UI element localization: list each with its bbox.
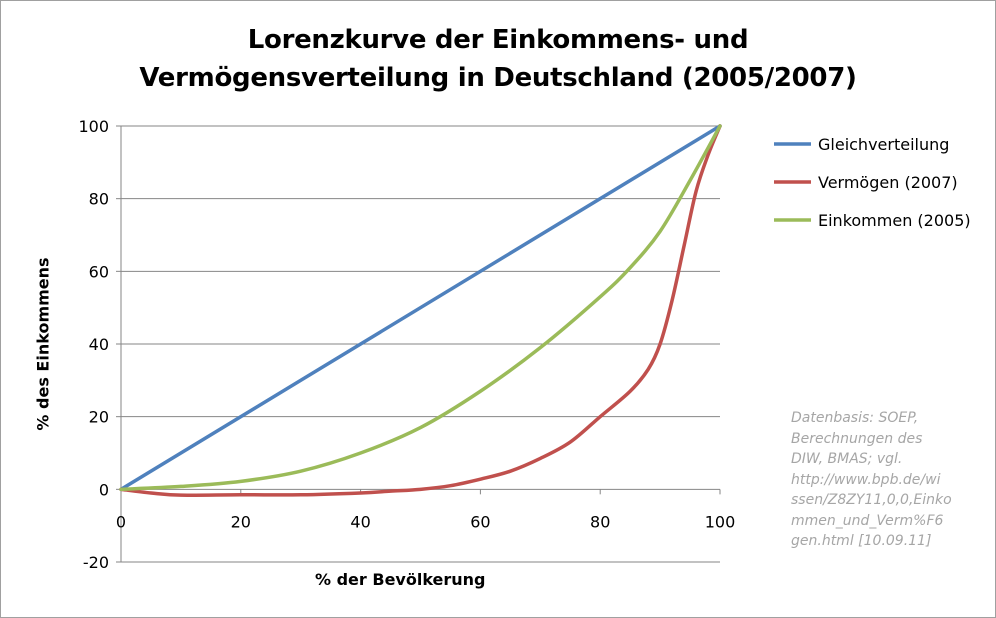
source-note: Datenbasis: SOEP, Berechnungen des DIW, … [791,408,966,552]
x-tick-label: 40 [350,512,370,531]
legend-label: Einkommen (2005) [818,211,971,230]
source-note-line: mmen_und_Verm%F6 [791,512,944,529]
y-tick-label: 20 [89,408,109,427]
y-axis-title: % des Einkommens [33,257,53,431]
y-tick-label: -20 [83,553,109,572]
series-layer [119,124,722,497]
x-tick-label: 100 [705,512,736,531]
x-axis-title: % der Bevölkerung [315,570,486,589]
y-tick-label: 100 [78,117,109,136]
x-tick-label: 0 [116,512,126,531]
series-line-1 [119,124,722,492]
legend-label: Gleichverteilung [818,135,949,154]
legend: Gleichverteilung Vermögen (2007) Einkommen… [774,135,971,230]
source-note-line: gen.html [10.09.11] [791,533,932,549]
series-line-2 [119,124,722,497]
source-note-line: http://www.bpb.de/wi [791,471,941,488]
legend-label: Vermögen (2007) [818,173,958,192]
chart-title-line-1: Lorenzkurve der Einkommens- und [247,25,749,55]
grid-layer [121,125,720,563]
y-tick-label: 60 [89,262,109,281]
x-tick-label: 20 [231,512,251,531]
source-note-line: DIW, BMAS; vgl. [791,451,903,467]
source-note-line: Berechnungen des [791,430,923,447]
source-note-line: ssen/Z8ZY11,0,0,Einko [791,492,952,508]
x-tick-label: 60 [470,512,490,531]
chart-title-line-2: Vermögensverteilung in Deutschland (2005… [139,63,857,93]
series-line-3 [119,124,722,492]
y-tick-label: 80 [89,190,109,209]
y-tick-label: 40 [89,335,109,354]
y-tick-label: 0 [99,480,109,499]
x-tick-label: 80 [590,512,610,531]
source-note-line: Datenbasis: SOEP, [791,410,919,426]
